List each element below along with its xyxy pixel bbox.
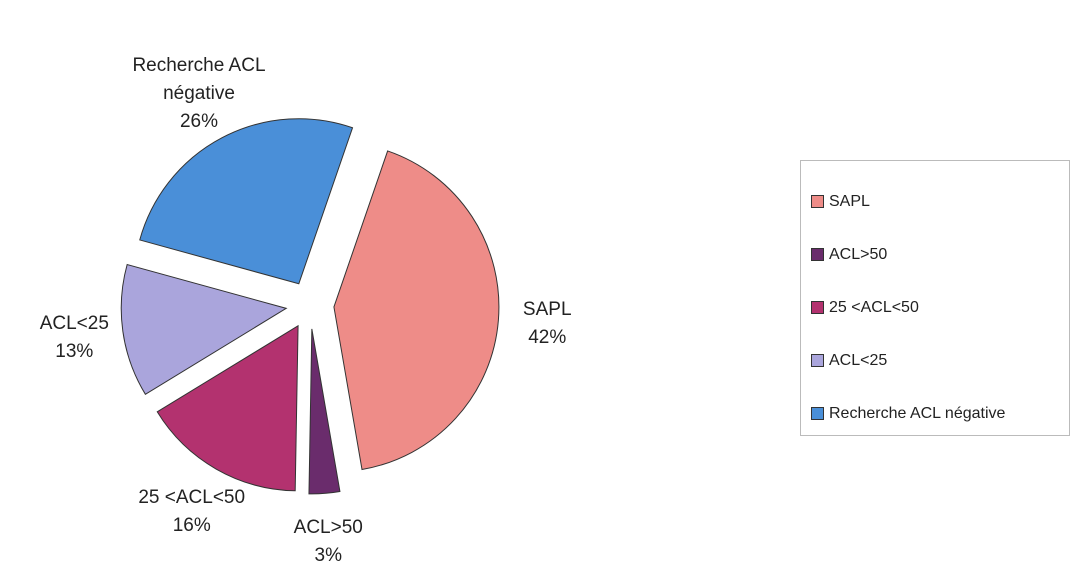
pie-slice — [120, 263, 288, 395]
legend-swatch — [811, 301, 824, 314]
slice-value: 13% — [55, 341, 94, 363]
slice-label: ACL<25 13% — [0, 310, 159, 366]
slice-category: ACL<25 — [39, 313, 109, 335]
pie-slice — [156, 324, 299, 492]
slice-value: 42% — [528, 327, 567, 349]
legend: SAPL ACL>50 25 <ACL<50 ACL<25 Recherche ACL … — [800, 160, 1070, 436]
pie-slice — [308, 328, 341, 495]
pie-slice — [139, 118, 354, 285]
legend-swatch — [811, 354, 824, 367]
legend-swatch — [811, 248, 824, 261]
slice-value: 26% — [179, 111, 218, 133]
legend-label: Recherche ACL négative — [829, 404, 1006, 422]
legend-entry: ACL<25 — [801, 334, 1069, 387]
slice-label: ACL>50 3% — [243, 514, 413, 570]
slice-value: 3% — [314, 545, 342, 567]
slice-label: Recherche ACL négative 26% — [114, 52, 284, 136]
legend-label: ACL<25 — [829, 351, 888, 369]
slice-label: SAPL 42% — [462, 296, 632, 352]
legend-entry: ACL>50 — [801, 228, 1069, 281]
legend-label: SAPL — [829, 192, 870, 210]
slice-category: SAPL — [522, 299, 572, 321]
legend-swatch — [811, 195, 824, 208]
slice-category: 25 <ACL<50 — [138, 486, 246, 508]
legend-label: 25 <ACL<50 — [829, 298, 919, 316]
legend-entry: SAPL — [801, 175, 1069, 228]
legend-swatch — [811, 407, 824, 420]
legend-entry: Recherche ACL négative — [801, 387, 1069, 440]
slice-label: 25 <ACL<50 16% — [107, 484, 277, 540]
legend-entry: 25 <ACL<50 — [801, 281, 1069, 334]
slice-value: 16% — [172, 514, 211, 536]
slice-category: ACL>50 — [293, 517, 363, 539]
chart — [120, 118, 500, 495]
legend-label: ACL>50 — [829, 245, 888, 263]
pie-slice — [333, 150, 500, 471]
slice-category: Recherche ACL négative — [132, 55, 266, 105]
